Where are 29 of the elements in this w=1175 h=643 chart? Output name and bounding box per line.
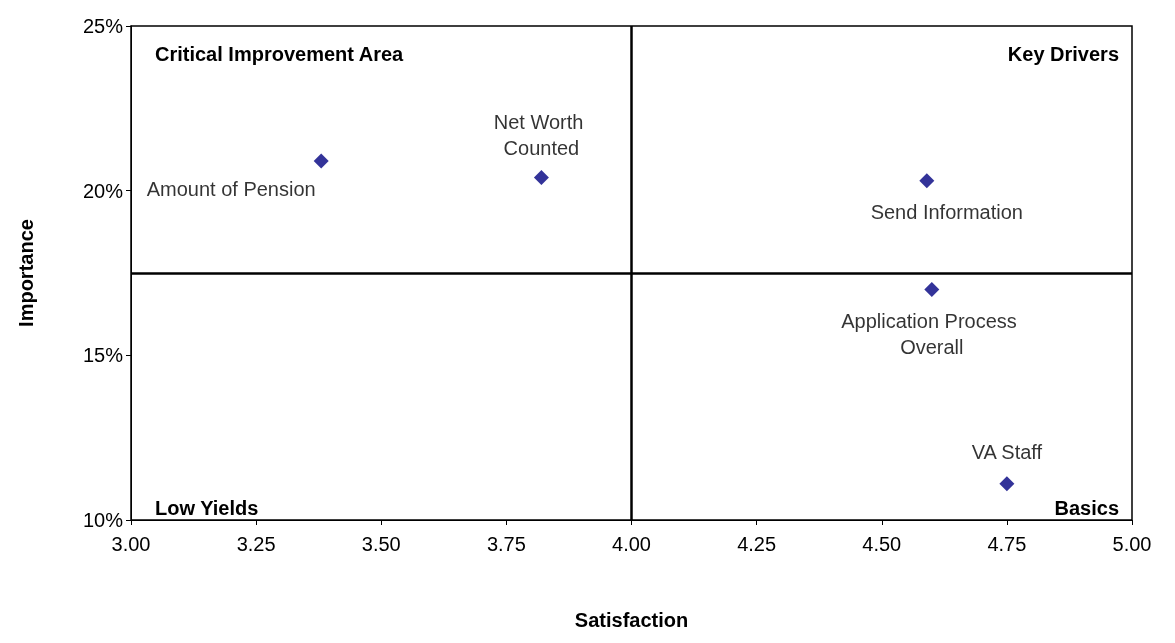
- x-tick-label: 5.00: [1112, 533, 1152, 555]
- point: [313, 153, 329, 169]
- x-axis-title: Satisfaction: [574, 609, 689, 631]
- point: [924, 281, 940, 297]
- x-tick-label: 3.25: [236, 533, 276, 555]
- x-tick-label: 3.50: [361, 533, 401, 555]
- annotation: Basics: [1054, 497, 1120, 519]
- series-label: Net Worth Counted: [493, 110, 590, 159]
- x-tick-label: 4.00: [612, 533, 651, 555]
- x-tick-label: 4.25: [737, 533, 777, 555]
- x-tick-label: 3.75: [486, 533, 526, 555]
- y-tick-label: 10%: [82, 509, 124, 531]
- annotation: Key Drivers: [1007, 43, 1120, 65]
- series-label: Send Information: [870, 201, 1023, 224]
- y-axis-title: Importance: [15, 219, 37, 327]
- point: [999, 476, 1015, 492]
- x-tick-label: 3.00: [111, 533, 151, 555]
- point: [533, 169, 549, 185]
- y-tick-label: 15%: [82, 344, 124, 367]
- x-tick-label: 4.75: [987, 533, 1027, 555]
- x-tick-label: 4.50: [862, 533, 902, 555]
- y-tick-label: 25%: [82, 15, 124, 37]
- point: [919, 173, 935, 189]
- series-label: Amount of Pension: [146, 177, 316, 200]
- series-label: Application Process Overall: [841, 309, 1023, 358]
- y-tick-label: 20%: [82, 179, 124, 202]
- annotation: Low Yields: [155, 497, 259, 519]
- series-label: VA Staff: [971, 441, 1043, 464]
- annotation: Critical Improvement Area: [155, 43, 405, 65]
